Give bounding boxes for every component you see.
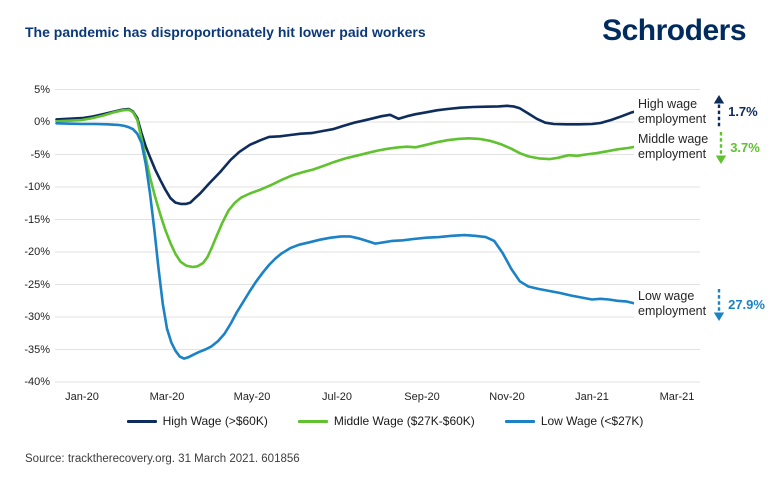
- arrow-down-icon: [715, 132, 727, 165]
- y-axis-tick-label: -20%: [24, 246, 50, 258]
- arrow-up-icon: [713, 94, 725, 127]
- x-axis-tick-label: Sep-20: [404, 391, 440, 403]
- legend-item: Low Wage (<$27K): [504, 414, 644, 428]
- y-axis-tick-label: 0%: [34, 116, 50, 128]
- x-axis-tick-label: Nov-20: [489, 391, 525, 403]
- y-axis-tick-label: -40%: [24, 376, 50, 388]
- series-annotation: High wage employment 1.7%: [634, 93, 760, 130]
- annotation-value: 3.7%: [730, 139, 760, 155]
- source-note: Source: tracktherecovery.org. 31 March 2…: [25, 453, 300, 465]
- annotation-label: Middle wage employment: [638, 132, 709, 162]
- series-line: [55, 122, 636, 360]
- y-axis-tick-label: -5%: [30, 148, 50, 161]
- x-axis-tick-label: Mar-20: [149, 391, 185, 403]
- y-axis-tick-label: -10%: [24, 181, 50, 193]
- annotation-label: High wage employment: [638, 96, 707, 126]
- x-axis-tick-label: May-20: [233, 391, 271, 403]
- y-axis-tick-label: 5%: [34, 83, 50, 96]
- x-axis-tick-label: Jan-21: [575, 391, 609, 403]
- legend-line-swatch: [297, 419, 328, 423]
- legend-item: Middle Wage ($27K-$60K): [297, 414, 475, 428]
- legend-item: High Wage (>$60K): [126, 414, 268, 428]
- arrow-down-icon: [713, 289, 725, 322]
- chart-legend: High Wage (>$60K) Middle Wage ($27K-$60K)…: [0, 414, 770, 428]
- annotation-value: 1.7%: [728, 104, 758, 120]
- annotation-label: Low wage employment: [638, 289, 707, 319]
- y-axis-tick-label: -30%: [24, 311, 50, 323]
- y-axis-tick-label: -25%: [24, 278, 50, 291]
- legend-line-swatch: [504, 419, 535, 423]
- x-axis-tick-label: Jan-20: [65, 391, 99, 403]
- schroders-logo: Schroders: [602, 14, 746, 47]
- page-title: The pandemic has disproportionately hit …: [25, 24, 426, 40]
- y-axis-tick-label: -15%: [24, 213, 50, 226]
- legend-line-swatch: [126, 419, 157, 423]
- series-line: [55, 108, 641, 269]
- legend-label: Middle Wage ($27K-$60K): [333, 414, 475, 428]
- legend-label: High Wage (>$60K): [162, 414, 268, 428]
- x-axis-tick-label: Jul-20: [322, 391, 352, 403]
- series-annotation: Low wage employment 27.9%: [634, 286, 767, 323]
- series-annotation: Middle wage employment 3.7%: [634, 129, 762, 166]
- series-line: [55, 104, 638, 206]
- x-axis-tick-label: Mar-21: [659, 391, 695, 403]
- y-axis-tick-label: -35%: [24, 343, 50, 356]
- annotation-value: 27.9%: [728, 296, 765, 312]
- legend-label: Low Wage (<$27K): [540, 414, 644, 428]
